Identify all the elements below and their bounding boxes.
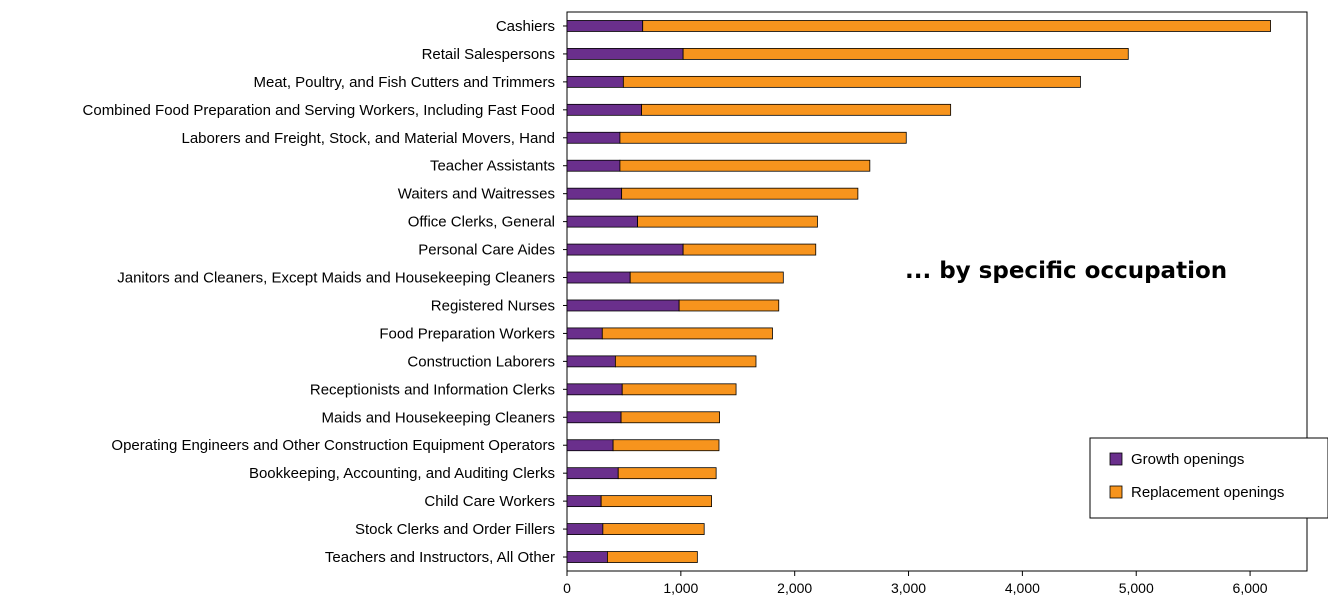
bar-replacement — [621, 383, 737, 396]
legend-swatch-replacement — [1109, 485, 1123, 499]
category-label: Janitors and Cleaners, Except Maids and … — [117, 270, 555, 287]
bar-replacement — [637, 215, 818, 228]
category-label: Teacher Assistants — [430, 158, 555, 175]
bar-replacement — [619, 159, 871, 172]
bar-replacement — [620, 411, 720, 424]
bar-growth — [566, 299, 680, 312]
bar-growth — [566, 355, 616, 368]
category-label: Maids and Housekeeping Cleaners — [322, 409, 555, 426]
bar-replacement — [607, 551, 698, 563]
category-label: Construction Laborers — [407, 353, 555, 370]
bar-growth — [566, 159, 621, 172]
bar-replacement — [600, 495, 712, 508]
bar-replacement — [622, 75, 1081, 88]
legend-label-replacement: Replacement openings — [1131, 484, 1284, 501]
x-tick-label: 5,000 — [1119, 580, 1154, 596]
bar-replacement — [601, 327, 773, 340]
bar-growth — [566, 467, 619, 480]
category-label: Meat, Poultry, and Fish Cutters and Trim… — [254, 74, 556, 91]
bar-growth — [566, 187, 623, 200]
x-tick-label: 0 — [563, 580, 571, 596]
bar-replacement — [612, 439, 720, 452]
category-label: Office Clerks, General — [408, 214, 555, 231]
x-tick-label: 2,000 — [777, 580, 812, 596]
bar-growth — [566, 411, 622, 424]
bar-growth — [566, 523, 604, 535]
category-label: Combined Food Preparation and Serving Wo… — [83, 102, 555, 119]
bar-growth — [566, 20, 644, 32]
bar-growth — [566, 75, 624, 88]
bar-replacement — [682, 48, 1129, 60]
category-label: Bookkeeping, Accounting, and Auditing Cl… — [249, 465, 555, 482]
bar-growth — [566, 271, 631, 284]
category-label: Waiters and Waitresses — [398, 186, 555, 203]
category-label: Receptionists and Information Clerks — [310, 381, 555, 398]
x-axis: 0 1,000 2,000 3,000 4,000 5,000 6,000 — [563, 25, 1268, 596]
category-label: Laborers and Freight, Stock, and Materia… — [181, 130, 555, 147]
bar-replacement — [682, 243, 817, 256]
bar-replacement — [641, 103, 952, 116]
x-tick-label: 1,000 — [663, 580, 698, 596]
bar-replacement — [642, 20, 1271, 32]
category-label: Food Preparation Workers — [379, 325, 555, 342]
category-label: Teachers and Instructors, All Other — [325, 549, 555, 566]
bar-replacement — [678, 299, 780, 312]
bar-growth — [566, 327, 603, 340]
category-label: Retail Salespersons — [422, 46, 555, 63]
bars-group — [566, 20, 1271, 563]
bar-growth — [566, 439, 614, 452]
legend: Growth openings Replacement openings — [1089, 437, 1328, 519]
legend-box — [1089, 437, 1328, 519]
bar-growth — [566, 48, 684, 60]
category-label: Child Care Workers — [424, 493, 555, 510]
bar-replacement — [629, 271, 784, 284]
category-label: Operating Engineers and Other Constructi… — [111, 437, 555, 454]
category-label: Stock Clerks and Order Fillers — [355, 521, 555, 538]
category-label: Cashiers — [496, 18, 555, 35]
bar-growth — [566, 383, 623, 396]
bar-growth — [566, 551, 608, 563]
x-tick-label: 4,000 — [1005, 580, 1040, 596]
bar-replacement — [617, 467, 717, 480]
category-labels: Cashiers Retail Salespersons Meat, Poultry… — [83, 18, 555, 566]
x-tick-label: 3,000 — [891, 580, 926, 596]
bar-growth — [566, 131, 621, 144]
category-label: Registered Nurses — [431, 297, 555, 314]
bar-replacement — [602, 523, 705, 535]
chart-annotation: ... by specific occupation — [905, 258, 1227, 284]
bar-growth — [566, 215, 638, 228]
x-tick-label: 6,000 — [1233, 580, 1268, 596]
legend-label-growth: Growth openings — [1131, 451, 1244, 468]
bar-growth — [566, 495, 602, 508]
category-label: Personal Care Aides — [418, 242, 555, 259]
bar-replacement — [619, 131, 907, 144]
bar-replacement — [614, 355, 757, 368]
bar-replacement — [621, 187, 859, 200]
bar-growth — [566, 243, 684, 256]
bar-growth — [566, 103, 642, 116]
legend-swatch-growth — [1109, 452, 1123, 466]
